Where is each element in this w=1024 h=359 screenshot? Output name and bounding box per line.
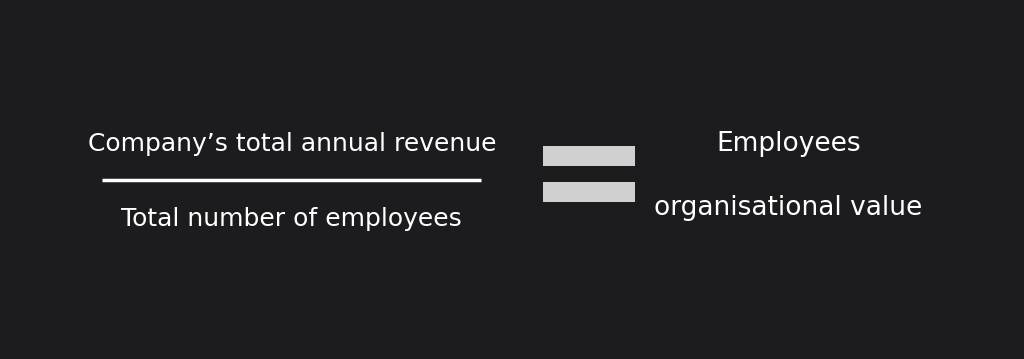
Bar xyxy=(543,146,635,166)
Text: Company’s total annual revenue: Company’s total annual revenue xyxy=(88,132,496,155)
Text: Total number of employees: Total number of employees xyxy=(122,207,462,231)
Text: organisational value: organisational value xyxy=(654,195,923,221)
Text: Employees: Employees xyxy=(716,131,861,157)
Bar xyxy=(543,182,635,202)
